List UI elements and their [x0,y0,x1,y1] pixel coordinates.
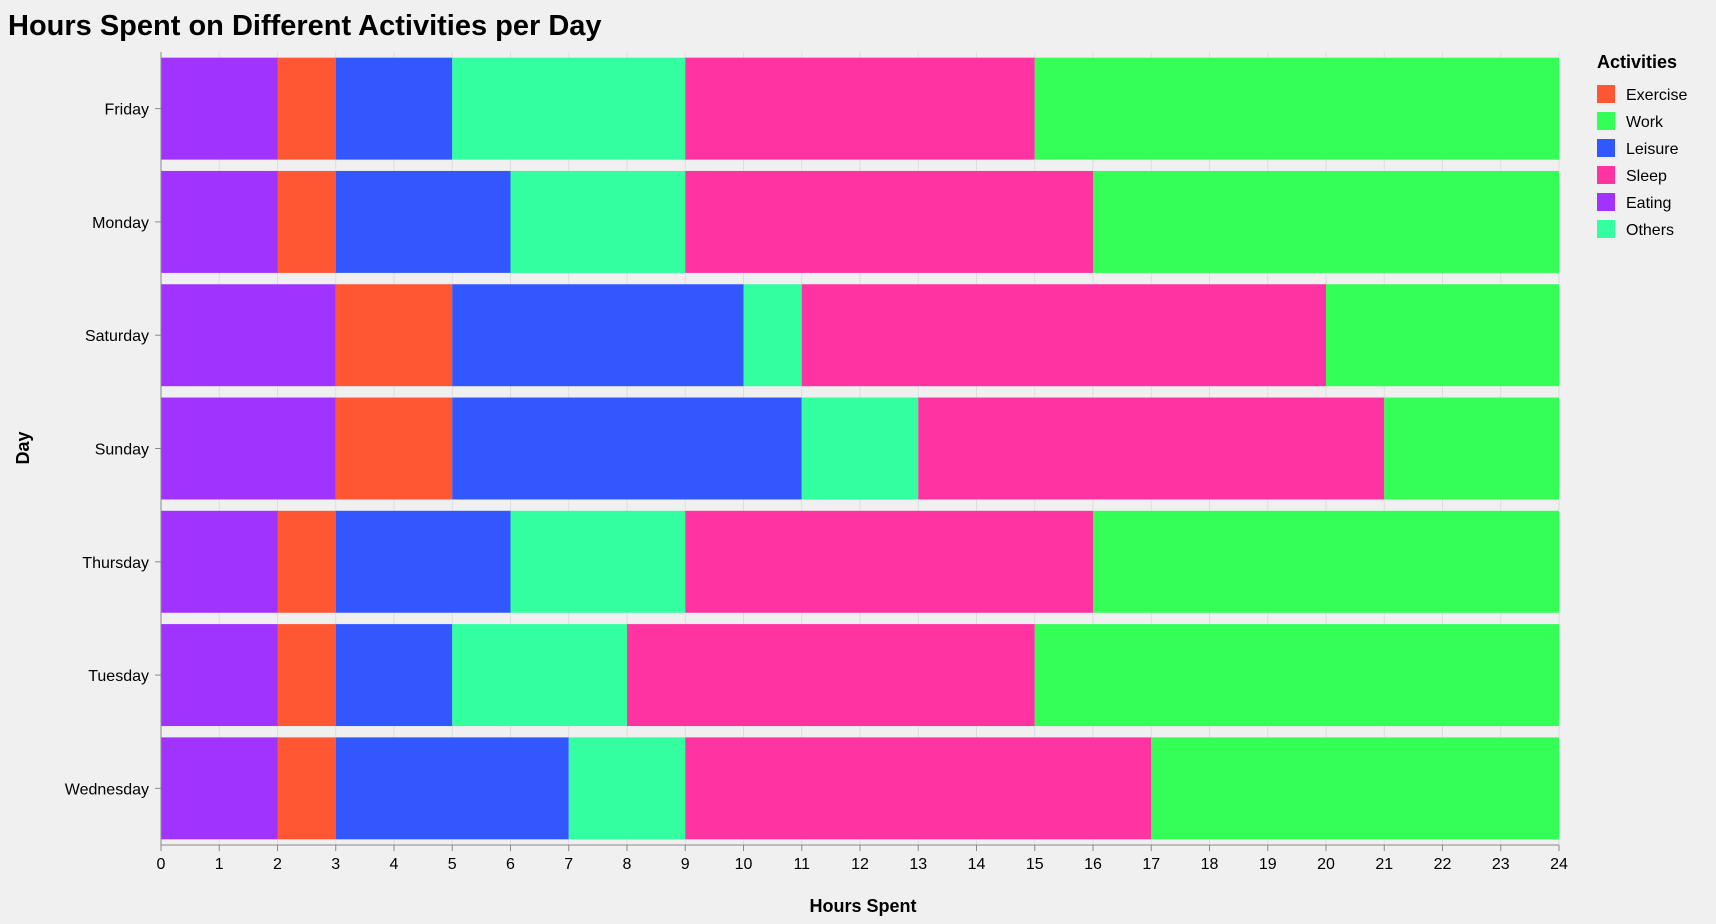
x-tick-label: 1 [215,856,224,873]
x-tick-label: 20 [1317,856,1335,873]
bar-wednesday-sleep [685,737,1152,840]
legend-swatch-work [1597,112,1615,130]
bar-saturday-others [743,284,802,387]
bar-wednesday-leisure [335,737,569,840]
bar-monday-work [1093,170,1559,273]
y-tick-label: Saturday [85,328,149,345]
bar-tuesday-eating [161,624,278,727]
bar-thursday-work [1093,510,1559,613]
chart-title: Hours Spent on Different Activities per … [8,10,602,42]
x-tick-label: 11 [793,856,810,873]
bar-sunday-eating [161,397,336,500]
x-tick-label: 22 [1434,856,1452,873]
x-tick-label: 19 [1259,856,1277,873]
bar-tuesday-leisure [335,624,453,727]
legend-label-eating: Eating [1626,195,1671,212]
x-tick-label: 2 [273,856,282,873]
y-tick-label: Monday [92,215,149,232]
x-tick-label: 4 [390,856,399,873]
y-tick-label: Tuesday [88,668,149,685]
bar-thursday-leisure [335,510,511,613]
bar-saturday-eating [161,284,336,387]
x-tick-label: 0 [157,856,166,873]
bar-tuesday-work [1034,624,1559,727]
bar-friday-leisure [335,57,453,160]
legend-label-leisure: Leisure [1626,141,1679,158]
x-tick-label: 3 [331,856,340,873]
bar-monday-eating [161,170,278,273]
x-tick-label: 16 [1084,856,1102,873]
legend: Activities Exercise Work Leisure Sleep Eatin… [1597,52,1687,239]
bar-saturday-work [1326,284,1559,387]
x-tick-label: 18 [1201,856,1219,873]
bar-friday-others [452,57,686,160]
x-tick-label: 13 [909,856,927,873]
bar-tuesday-exercise [277,624,336,727]
bars [161,57,1559,840]
legend-swatch-leisure [1597,139,1615,157]
y-tick-label: Friday [105,102,149,119]
bar-monday-exercise [277,170,336,273]
legend-label-sleep: Sleep [1626,168,1667,185]
bar-monday-leisure [335,170,511,273]
legend-label-others: Others [1626,222,1674,239]
legend-swatch-sleep [1597,166,1615,184]
bar-sunday-exercise [335,397,453,500]
legend-swatch-others [1597,220,1615,238]
x-tick-label: 24 [1550,856,1568,873]
bar-monday-others [510,170,686,273]
y-axis-title: Day [13,431,33,464]
x-tick-label: 7 [564,856,573,873]
bar-friday-eating [161,57,278,160]
x-tick-label: 23 [1492,856,1510,873]
bar-monday-sleep [685,170,1093,273]
x-tick-label: 5 [448,856,457,873]
y-tick-label: Thursday [82,555,149,572]
bar-sunday-work [1384,397,1559,500]
bar-saturday-leisure [452,284,744,387]
x-tick-label: 6 [506,856,515,873]
y-tick-label: Sunday [95,442,149,459]
bar-sunday-others [801,397,919,500]
x-tick-label: 14 [968,856,986,873]
bar-tuesday-sleep [627,624,1035,727]
x-tick-label: 17 [1142,856,1160,873]
bar-saturday-sleep [801,284,1326,387]
bar-thursday-sleep [685,510,1093,613]
bar-thursday-eating [161,510,278,613]
bar-wednesday-exercise [277,737,336,840]
bar-tuesday-others [452,624,627,727]
x-tick-label: 12 [851,856,869,873]
x-tick-label: 10 [735,856,753,873]
bar-wednesday-eating [161,737,278,840]
bar-wednesday-others [568,737,686,840]
bar-sunday-sleep [918,397,1385,500]
bar-friday-sleep [685,57,1035,160]
legend-label-exercise: Exercise [1626,87,1687,104]
legend-label-work: Work [1626,114,1664,131]
bar-wednesday-work [1151,737,1559,840]
bar-thursday-others [510,510,686,613]
bar-saturday-exercise [335,284,453,387]
x-tick-label: 9 [681,856,690,873]
y-tick-label: Wednesday [65,781,149,798]
legend-swatch-eating [1597,193,1615,211]
bar-friday-work [1034,57,1559,160]
bar-sunday-leisure [452,397,802,500]
legend-swatch-exercise [1597,85,1615,103]
x-tick-label: 21 [1375,856,1393,873]
axes: 0 1 2 3 4 5 6 7 8 9 10 11 12 13 14 15 16 17 18 19 20 21 22 23 24… [65,52,1568,873]
x-tick-label: 15 [1026,856,1044,873]
x-axis-title: Hours Spent [809,896,916,916]
x-tick-label: 8 [623,856,632,873]
legend-title: Activities [1597,52,1677,72]
bar-thursday-exercise [277,510,336,613]
bar-friday-exercise [277,57,336,160]
